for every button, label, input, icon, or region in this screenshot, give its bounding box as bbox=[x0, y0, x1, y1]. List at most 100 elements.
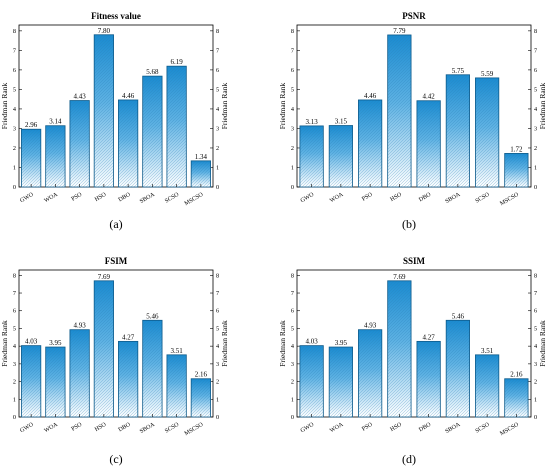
chart-panel-d: SSIM 0 0 1 1 2 2 3 3 4 4 5 5 6 6 7 7 8 8 Friedman Rank Fried… bbox=[278, 256, 547, 466]
data-label: 5.68 bbox=[146, 68, 159, 76]
x-tick-label: GWO bbox=[19, 422, 35, 435]
bar-dbo bbox=[416, 100, 441, 188]
x-tick-label: HSO bbox=[389, 192, 403, 204]
x-tick-label: SCSO bbox=[164, 192, 181, 205]
bar-outline bbox=[328, 125, 353, 188]
x-tick-label: SCSO bbox=[475, 192, 492, 205]
x-tick-label: MSCSO bbox=[184, 192, 205, 208]
x-tick-label: MSCSO bbox=[499, 422, 520, 438]
data-label: 4.03 bbox=[25, 338, 38, 346]
y-axis-label-left: Friedman Rank bbox=[0, 320, 9, 367]
data-label: 4.93 bbox=[364, 322, 377, 330]
bar-outline bbox=[299, 125, 324, 188]
y-tick-label-left: 0 bbox=[13, 414, 16, 421]
y-tick-label-right: 8 bbox=[534, 28, 537, 35]
y-tick-label-right: 3 bbox=[216, 125, 219, 132]
bar-scso bbox=[166, 354, 187, 418]
bar-outline bbox=[21, 128, 42, 188]
data-label: 4.27 bbox=[423, 333, 436, 341]
y-tick-label-right: 7 bbox=[216, 47, 219, 54]
plot-frame bbox=[296, 269, 532, 418]
bar-mscso bbox=[190, 378, 211, 418]
chart-title: FSIM bbox=[105, 256, 128, 266]
y-tick-label-left: 2 bbox=[13, 145, 16, 152]
y-tick-label-left: 7 bbox=[291, 290, 294, 297]
data-label: 5.75 bbox=[452, 67, 465, 75]
y-tick-label-right: 3 bbox=[534, 361, 537, 368]
data-label: 4.46 bbox=[122, 92, 135, 100]
data-label: 3.95 bbox=[335, 339, 348, 347]
y-tick-label-right: 5 bbox=[534, 325, 537, 332]
y-tick-label-left: 7 bbox=[13, 47, 16, 54]
bar-outline bbox=[358, 329, 383, 418]
data-label: 7.80 bbox=[98, 27, 111, 35]
x-tick-label: GWO bbox=[300, 192, 316, 205]
y-tick-label-right: 4 bbox=[216, 343, 219, 350]
bar-mscso bbox=[504, 378, 529, 418]
bar-gwo bbox=[299, 125, 324, 188]
x-tick-label: SCSO bbox=[164, 422, 181, 435]
y-tick-label-right: 6 bbox=[534, 308, 537, 315]
y-tick-label-right: 6 bbox=[534, 67, 537, 74]
data-label: 3.51 bbox=[171, 347, 184, 355]
bar-outline bbox=[21, 345, 42, 418]
y-tick-label-left: 4 bbox=[291, 343, 294, 350]
y-tick-label-right: 1 bbox=[534, 396, 537, 403]
y-tick-label-right: 2 bbox=[534, 379, 537, 386]
y-tick-label-left: 3 bbox=[13, 361, 16, 368]
y-tick-label-right: 0 bbox=[534, 414, 537, 421]
y-tick-label-left: 5 bbox=[291, 325, 294, 332]
panel-caption: (d) bbox=[402, 452, 416, 466]
y-tick-label-right: 0 bbox=[534, 184, 537, 191]
y-tick-label-right: 0 bbox=[216, 184, 219, 191]
x-tick-label: WOA bbox=[43, 192, 59, 205]
y-tick-label-right: 8 bbox=[534, 272, 537, 279]
x-tick-label: GWO bbox=[19, 192, 35, 205]
bar-outline bbox=[45, 346, 66, 418]
bar-woa bbox=[45, 125, 66, 188]
bar-pso bbox=[358, 329, 383, 418]
x-tick-label: DBO bbox=[118, 422, 133, 434]
chart-title: SSIM bbox=[403, 256, 426, 266]
panel-caption: (c) bbox=[109, 452, 122, 466]
y-tick-label-right: 5 bbox=[216, 86, 219, 93]
bar-sboa bbox=[445, 319, 470, 418]
chart-panel-a: Fitness value 0 0 1 1 2 2 3 3 4 4 5 5 6 6 7 7 8 8 Friedman … bbox=[0, 11, 229, 231]
bar-mscso bbox=[190, 160, 211, 188]
x-tick-label: DBO bbox=[418, 422, 433, 434]
x-tick-label: PSO bbox=[71, 422, 84, 433]
data-label: 5.46 bbox=[452, 312, 465, 320]
bar-hso bbox=[387, 34, 412, 188]
bar-outline bbox=[445, 74, 470, 188]
bar-outline bbox=[299, 345, 324, 418]
bar-outline bbox=[504, 378, 529, 418]
bar-outline bbox=[504, 153, 529, 188]
y-tick-label-right: 4 bbox=[216, 106, 219, 113]
x-tick-label: PSO bbox=[361, 192, 374, 203]
x-tick-label: MSCSO bbox=[499, 192, 520, 208]
y-tick-label-right: 1 bbox=[216, 396, 219, 403]
bar-woa bbox=[328, 346, 353, 418]
data-label: 2.16 bbox=[195, 371, 208, 379]
bar-outline bbox=[45, 125, 66, 188]
bar-outline bbox=[93, 34, 114, 188]
bar-dbo bbox=[416, 340, 441, 418]
bar-hso bbox=[93, 34, 114, 188]
data-label: 4.46 bbox=[364, 92, 377, 100]
y-tick-label-left: 3 bbox=[291, 125, 294, 132]
y-tick-label-right: 7 bbox=[534, 290, 537, 297]
y-axis-label-right: Friedman Rank bbox=[220, 320, 229, 367]
x-tick-label: WOA bbox=[329, 192, 345, 205]
y-tick-label-left: 2 bbox=[13, 379, 16, 386]
bar-outline bbox=[358, 99, 383, 188]
y-tick-label-left: 5 bbox=[291, 86, 294, 93]
y-tick-label-left: 8 bbox=[13, 272, 16, 279]
y-tick-label-left: 8 bbox=[13, 28, 16, 35]
data-label: 4.93 bbox=[74, 322, 87, 330]
x-tick-label: MSCSO bbox=[184, 422, 205, 438]
chart-title: PSNR bbox=[402, 11, 426, 21]
bar-pso bbox=[69, 100, 90, 188]
data-label: 3.14 bbox=[49, 118, 62, 126]
y-tick-label-left: 0 bbox=[291, 184, 294, 191]
x-tick-label: SCSO bbox=[475, 422, 492, 435]
